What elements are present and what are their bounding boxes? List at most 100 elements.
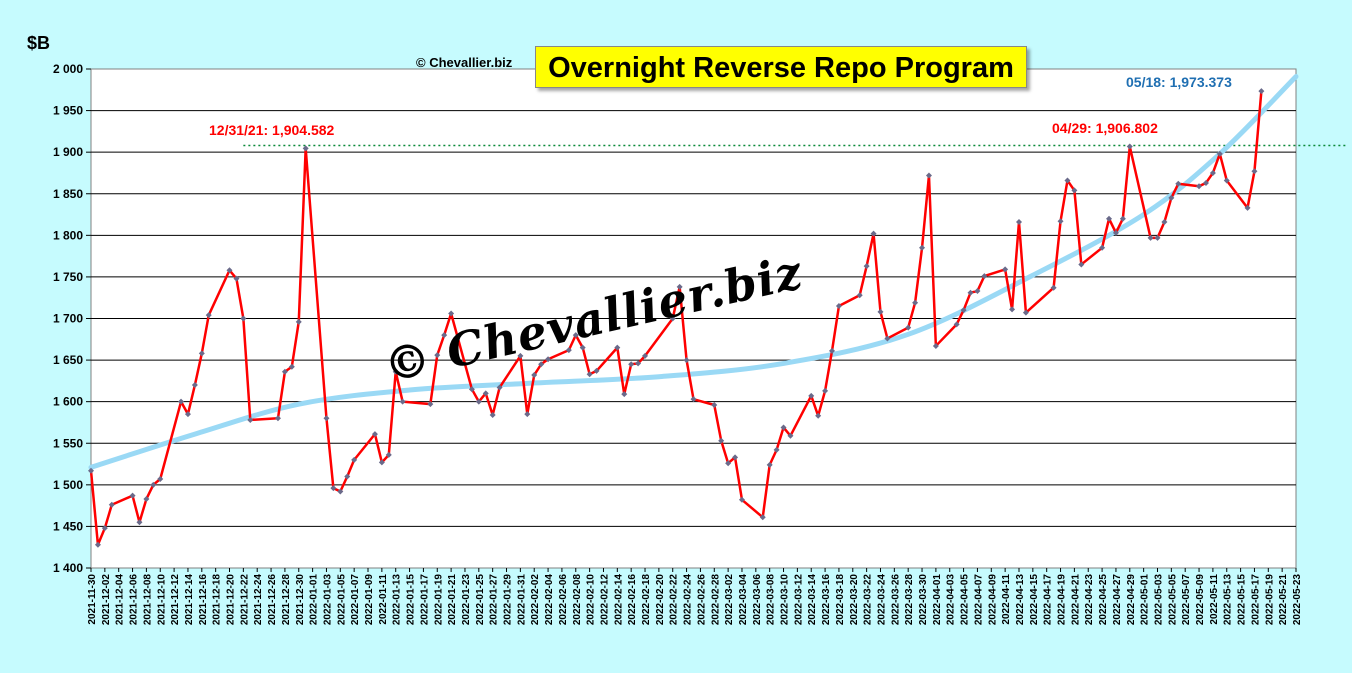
x-tick-label: 2021-12-26: [267, 574, 278, 626]
data-point: [233, 275, 240, 282]
x-tick-label: 2022-01-05: [336, 574, 347, 626]
y-tick-label: 1 750: [53, 270, 83, 284]
data-point: [974, 288, 981, 295]
series-markers: [88, 88, 1265, 548]
x-tick-label: 2021-12-18: [212, 574, 223, 626]
data-point: [288, 363, 295, 370]
x-tick-label: 2021-12-12: [170, 574, 181, 626]
data-point: [281, 368, 288, 375]
x-tick-label: 2022-02-04: [544, 574, 555, 626]
x-tick-label: 2022-03-22: [863, 574, 874, 626]
data-point: [932, 342, 939, 349]
data-point: [642, 352, 649, 359]
data-point: [579, 344, 586, 351]
y-tick-label: 1 950: [53, 104, 83, 118]
x-tick-label: 2022-04-27: [1112, 574, 1123, 626]
x-tick-label: 2021-12-14: [184, 574, 195, 626]
x-tick-label: 2022-04-21: [1070, 574, 1081, 626]
data-point: [274, 415, 281, 422]
x-tick-label: 2022-04-03: [946, 574, 957, 626]
x-tick-label: 2021-12-10: [156, 574, 167, 626]
data-point: [385, 451, 392, 458]
data-point: [1147, 234, 1154, 241]
x-tick-label: 2022-01-19: [433, 574, 444, 626]
x-tick-label: 2022-04-07: [973, 574, 984, 626]
data-point: [448, 310, 455, 317]
data-point: [337, 488, 344, 495]
data-point: [905, 324, 912, 331]
x-tick-label: 2022-03-28: [904, 574, 915, 626]
y-tick-label: 1 700: [53, 312, 83, 326]
data-point: [1154, 234, 1161, 241]
annotation-dec31: 12/31/21: 1,904.582: [209, 122, 335, 138]
data-point: [1106, 215, 1113, 222]
data-point: [247, 416, 254, 423]
data-point: [676, 283, 683, 290]
data-point: [725, 460, 732, 467]
data-point: [586, 371, 593, 378]
data-point: [780, 424, 787, 431]
data-point: [669, 315, 676, 322]
data-point: [884, 335, 891, 342]
x-tick-label: 2022-05-15: [1237, 574, 1248, 626]
data-point: [877, 308, 884, 315]
data-point: [496, 384, 503, 391]
data-point: [191, 382, 198, 389]
x-tick-label: 2022-04-15: [1029, 574, 1040, 626]
data-point: [468, 386, 475, 393]
x-tick-label: 2022-03-04: [738, 574, 749, 626]
data-point: [475, 398, 482, 405]
y-tick-label: 1 800: [53, 228, 83, 242]
data-point: [226, 267, 233, 274]
data-point: [787, 432, 794, 439]
data-point: [198, 350, 205, 357]
data-point: [1015, 219, 1022, 226]
data-point: [378, 459, 385, 466]
x-tick-label: 2022-01-27: [489, 574, 500, 626]
y-tick-label: 1 400: [53, 561, 83, 575]
data-point: [635, 360, 642, 367]
x-tick-label: 2022-03-20: [849, 574, 860, 626]
x-tick-label: 2021-12-22: [239, 574, 250, 626]
x-tick-label: 2022-04-23: [1084, 574, 1095, 626]
data-point: [427, 401, 434, 408]
data-point: [960, 307, 967, 314]
x-tick-label: 2022-01-23: [461, 574, 472, 626]
data-point: [628, 361, 635, 368]
x-tick-label: 2022-04-19: [1057, 574, 1068, 626]
data-point: [953, 321, 960, 328]
data-point: [621, 391, 628, 398]
x-tick-label: 2022-02-22: [669, 574, 680, 626]
x-tick-label: 2021-12-08: [142, 574, 153, 626]
x-tick-label: 2022-04-11: [1001, 574, 1012, 625]
x-tick-label: 2022-01-21: [447, 574, 458, 626]
x-tick-label: 2022-02-02: [530, 574, 541, 626]
data-point: [1002, 266, 1009, 273]
data-point: [981, 273, 988, 280]
x-tick-label: 2022-01-11: [378, 574, 389, 625]
x-tick-label: 2022-05-07: [1181, 574, 1192, 626]
data-point: [912, 299, 919, 306]
data-point: [1022, 309, 1029, 316]
x-tick-label: 2022-04-17: [1043, 574, 1054, 626]
x-tick-label: 2022-04-05: [960, 574, 971, 626]
series-line: [89, 91, 1263, 546]
x-tick-label: 2021-12-06: [129, 574, 140, 626]
x-tick-label: 2022-03-26: [890, 574, 901, 626]
data-point: [967, 289, 974, 296]
x-tick-label: 2022-03-18: [835, 574, 846, 626]
y-tick-label: 1 500: [53, 478, 83, 492]
data-point: [1168, 194, 1175, 201]
data-point: [1078, 261, 1085, 268]
x-tick-label: 2022-04-13: [1015, 574, 1026, 626]
y-tick-label: 1 450: [53, 519, 83, 533]
data-point: [1196, 183, 1203, 190]
data-point: [870, 230, 877, 237]
data-point: [1209, 169, 1216, 176]
x-tick-label: 2022-02-06: [558, 574, 569, 626]
x-tick-label: 2022-01-13: [392, 574, 403, 626]
data-point: [150, 481, 157, 488]
data-point: [863, 263, 870, 270]
x-tick-label: 2022-01-15: [406, 574, 417, 626]
